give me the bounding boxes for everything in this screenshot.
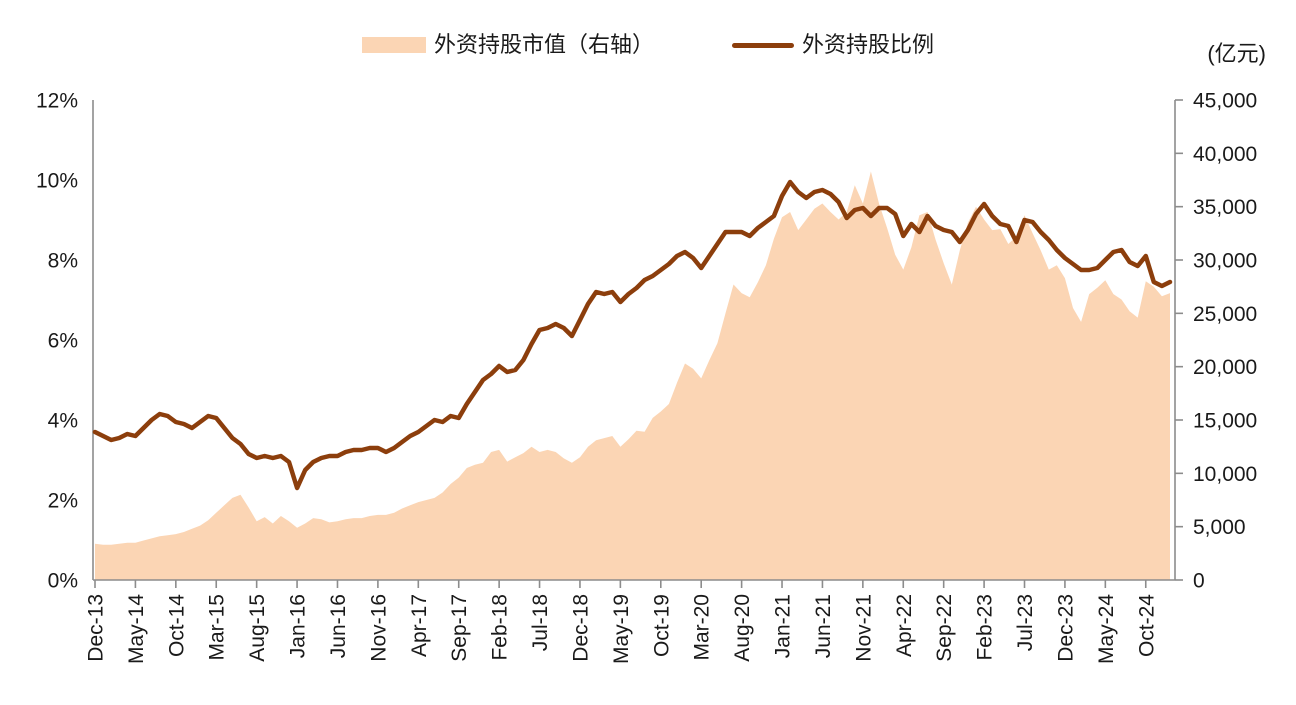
x-axis-tick-label: Jun-21: [812, 594, 835, 658]
x-axis-tick-label: Aug-15: [246, 594, 269, 662]
x-axis-labels: Dec-13 May-14 Oct-14 Mar-15 Aug-15 Jan-16 Jun-…: [85, 580, 1158, 664]
x-axis-tick-label: Oct-19: [650, 594, 673, 657]
left-axis-tick-label: 0%: [48, 570, 78, 593]
x-axis-tick-label: Jul-23: [1014, 594, 1037, 651]
x-axis-tick-label: Jul-18: [529, 594, 552, 651]
left-axis-tick-label: 12%: [36, 90, 78, 113]
right-axis-labels: 0 5,000 10,000 15,000 20,000 25,000 30,000 35,0…: [1175, 90, 1257, 593]
right-axis-unit-label: (亿元): [1207, 41, 1266, 66]
right-axis-tick-label: 45,000: [1193, 90, 1257, 113]
x-axis-tick-label: Jun-16: [327, 594, 350, 658]
x-axis-tick-label: Oct-14: [165, 594, 188, 657]
right-axis-tick-label: 5,000: [1193, 516, 1246, 539]
x-axis-tick-label: Nov-21: [852, 594, 875, 662]
line-series-foreign-holding-ratio: [92, 179, 1173, 491]
legend-item-holding-ratio: 外资持股比例: [732, 34, 934, 56]
x-axis-tick-label: May-19: [610, 594, 633, 664]
x-axis-tick-label: Sep-22: [933, 594, 956, 662]
area-swatch: [361, 37, 426, 53]
x-axis-tick-label: Dec-13: [85, 594, 108, 662]
x-axis-tick-label: Oct-24: [1135, 594, 1158, 657]
legend-label-holding-ratio: 外资持股比例: [802, 32, 935, 57]
line-swatch: [732, 42, 794, 48]
x-axis-tick-label: Apr-22: [893, 594, 916, 657]
left-axis-tick-label: 6%: [48, 330, 78, 353]
legend-label-market-value: 外资持股市值（右轴）: [433, 32, 654, 57]
x-axis-tick-label: Feb-18: [489, 594, 512, 661]
x-axis-tick-label: Jan-16: [287, 594, 310, 658]
right-axis-tick-label: 10,000: [1193, 463, 1257, 486]
right-axis-tick-label: 30,000: [1193, 250, 1257, 273]
left-axis-tick-label: 2%: [48, 490, 78, 513]
area-series-foreign-market-value: [95, 171, 1170, 580]
x-axis-tick-label: Jan-21: [772, 594, 795, 658]
x-axis-tick-label: Mar-15: [206, 594, 229, 661]
right-axis-tick-label: 35,000: [1193, 196, 1257, 219]
right-axis-tick-label: 40,000: [1193, 143, 1257, 166]
left-axis-tick-label: 10%: [36, 170, 78, 193]
right-axis-tick-label: 25,000: [1193, 303, 1257, 326]
right-axis-tick-label: 15,000: [1193, 410, 1257, 433]
chart-legend: 外资持股市值（右轴） 外资持股比例: [0, 34, 1296, 56]
x-axis-tick-label: Feb-23: [974, 594, 997, 661]
x-axis-tick-label: Sep-17: [448, 594, 471, 662]
x-axis-tick-label: Nov-16: [367, 594, 390, 662]
right-axis-tick-label: 0: [1193, 570, 1205, 593]
left-axis-tick-label: 8%: [48, 250, 78, 273]
x-axis-tick-label: Dec-18: [569, 594, 592, 662]
right-axis-tick-label: 20,000: [1193, 356, 1257, 379]
x-axis-tick-label: May-14: [125, 594, 148, 664]
x-axis-tick-label: Apr-17: [408, 594, 431, 657]
legend-item-market-value: 外资持股市值（右轴）: [361, 32, 654, 57]
x-axis-tick-label: Aug-20: [731, 594, 754, 662]
left-axis-tick-label: 4%: [48, 410, 78, 433]
left-axis-labels: 0% 2% 4% 6% 8% 10% 12%: [36, 90, 78, 593]
x-axis-tick-label: Dec-23: [1054, 594, 1077, 662]
x-axis-tick-label: Mar-20: [691, 594, 714, 661]
x-axis-tick-label: May-24: [1095, 594, 1118, 664]
